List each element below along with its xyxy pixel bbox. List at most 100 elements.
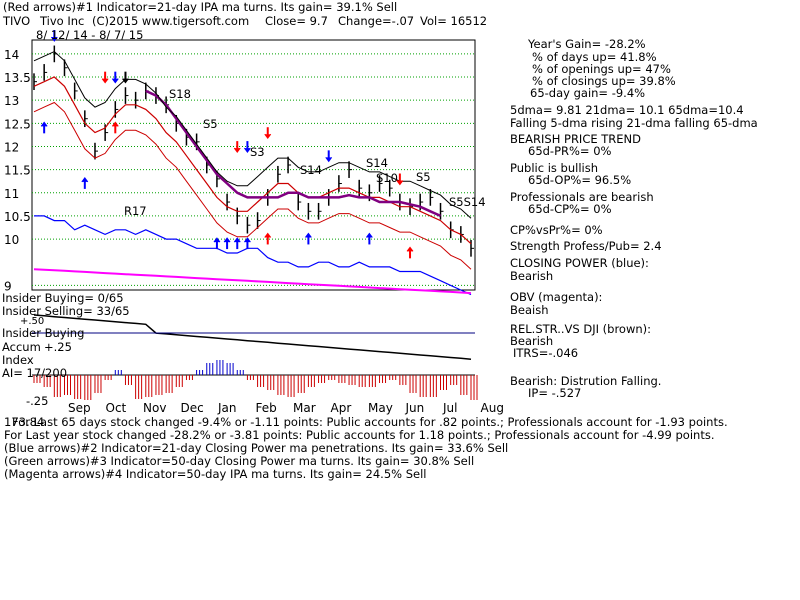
signal-arrowhead [111,121,119,127]
series-line-closing-power [34,215,472,296]
signal-arrowhead [213,237,221,243]
y-tick-label: 10 [4,233,19,247]
cp-vs-pr: CP%vsPr%= 0% [510,223,603,237]
signal-arrowhead [396,180,404,186]
accum-label: Accum [2,340,41,354]
month-label: May [368,401,393,415]
month-label: Mar [293,401,316,415]
copyright: (C)2015 www.tigersoft.com [92,14,250,28]
professionals-status: Professionals are bearish [510,190,654,204]
signal-s5s14: S5S14 [449,195,486,209]
y-tick-label: 10.5 [4,210,31,224]
itrs-value: ITRS=-.046 [513,346,579,360]
closings-up: % of closings up= 39.8% [532,74,676,88]
signal-arrowhead [264,133,272,140]
gain-65day: 65-day gain= -9.4% [530,86,646,100]
signal-arrowhead [244,147,251,153]
ticker-symbol: TIVO [3,14,31,28]
header-indicator-line: (Red arrows)#1 Indicator=21-day IPA ma t… [3,0,398,14]
signal-arrowhead [81,177,89,183]
signal-arrowhead [365,232,373,238]
accum-mid-tick: +.25 [44,340,72,354]
public-status: Public is bullish [510,161,598,175]
accum-top-tick: +.50 [20,316,45,327]
openings-up: % of openings up= 47% [532,62,671,76]
relstr-label: REL.STR..VS DJI (brown): [510,322,652,336]
footer-blue-arrows: (Blue arrows)#2 Indicator=21-day Closing… [4,441,509,455]
years-gain: Year's Gain= -28.2% [528,37,646,51]
signal-s14: S14 [300,163,322,177]
signal-s5-b: S5 [416,170,431,184]
signal-arrowhead [304,232,312,238]
relstr-line [33,314,472,360]
band-lower [33,101,472,270]
signal-s18: S18 [169,87,191,101]
signal-arrowhead [101,78,109,84]
month-label: Feb [256,401,277,415]
month-label: Apr [331,401,352,415]
signal-arrowhead [233,147,241,153]
month-label: Nov [143,401,166,415]
month-label: Dec [181,401,204,415]
plot-frame [31,39,476,291]
y-tick-label: 13.5 [4,71,31,85]
signal-arrowhead [325,157,333,163]
obv-state: Beaish [510,303,549,317]
obv-label: OBV (magenta): [510,290,603,304]
footer-green-arrows: (Green arrows)#3 Indicator=50-day Closin… [4,454,475,468]
signal-arrowhead [111,78,119,84]
closing-power-label: CLOSING POWER (blue): [510,256,649,270]
y-tick-label: 12.5 [4,117,31,131]
month-label: Jun [405,401,425,415]
y-tick-label: 11 [4,187,19,201]
bearish-distribution: Bearish: Distrution Falling. [510,374,662,388]
price-trend: BEARISH PRICE TREND [510,132,642,146]
band-upper [33,51,472,219]
signal-s10: S10 [376,171,398,185]
y-tick-label: 14 [4,48,19,62]
relstr-state: Bearish [510,334,554,348]
signal-arrowhead [264,232,272,238]
signal-arrowhead [122,78,129,84]
y-tick-label: 9 [4,279,12,293]
strength-ratio: Strength Profess/Pub= 2.4 [510,239,662,253]
series-line-65-dma [145,89,442,218]
signal-arrowhead [244,237,251,243]
signal-s14-b: S14 [366,156,388,170]
days-up: % of days up= 41.8% [532,50,657,64]
footer-year-summary: For Last year stock changed -28.2% or -3… [4,428,715,442]
signal-arrowhead [223,237,231,243]
insider-selling: Insider Selling= 33/65 [2,304,130,318]
signal-arrowhead [50,36,58,42]
date-range: 8/ 12/ 14 - 8/ 7/ 15 [36,28,144,42]
insider-buying-label: Insider Buying [2,326,85,340]
insider-buying: Insider Buying= 0/65 [2,291,124,305]
signal-arrowhead [40,121,48,127]
index-label: Index [2,353,34,367]
company-name: Tivo Inc [40,14,85,28]
month-label: Jan [217,401,237,415]
month-label: Sep [68,401,91,415]
pr-percent: 65d-PR%= 0% [528,144,612,158]
dma-values: 5dma= 9.81 21dma= 10.1 65dma=10.4 [510,103,744,117]
accum-bottom-tick: -.25 [26,394,49,408]
y-tick-label: 12 [4,140,19,154]
signal-arrowhead [406,246,414,252]
op-percent: 65d-OP%= 96.5% [528,173,632,187]
month-label: Jul [442,401,457,415]
series-line-21-dma [33,76,472,245]
footer-65day-prefix: 173.84 [4,415,45,429]
cp-percent: 65d-CP%= 0% [528,202,612,216]
ai-count: AI= 17/200 [2,366,68,380]
y-tick-label: 13 [4,94,19,108]
close-price: Close= 9.7 [265,14,328,28]
signal-arrowhead [233,237,241,243]
signal-r17: R17 [124,204,147,218]
volume: Vol= 16512 [420,14,488,28]
month-label: Oct [106,401,127,415]
obv-line [33,268,472,295]
closing-power-state: Bearish [510,269,554,283]
dma-description: Falling 5-dma rising 21-dma falling 65-d… [510,116,758,130]
footer-65day-summary: For Last 65 days stock changed -9.4% or … [12,415,728,429]
